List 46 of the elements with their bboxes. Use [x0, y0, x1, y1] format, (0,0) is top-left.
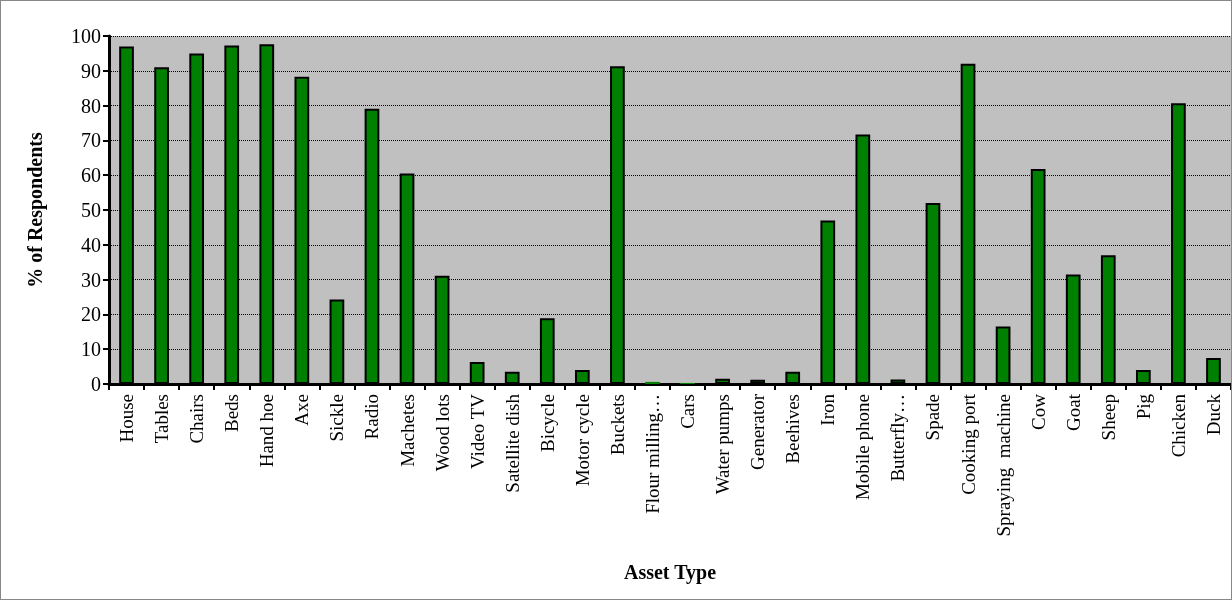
x-tick-label: Pig	[1132, 393, 1154, 420]
y-tick-label: 40	[81, 233, 101, 256]
x-tick-label: Generator	[747, 393, 769, 470]
x-tick-label: Water pumps	[712, 394, 734, 495]
x-tick-label: Hand hoe	[256, 394, 278, 468]
x-tick-label: Sheep	[1097, 394, 1119, 441]
x-tick-label: Iron	[817, 393, 839, 426]
x-tick-label: Tables	[151, 394, 173, 444]
y-tick-label: 70	[81, 129, 101, 152]
x-tick-label: Mobile phone	[852, 394, 874, 501]
x-tick-label: Axe	[291, 394, 313, 426]
y-tick-label: 100	[71, 25, 101, 47]
y-tick-label: 10	[81, 338, 101, 361]
x-tick-label: Sickle	[326, 394, 348, 442]
y-tick-label: 90	[81, 59, 101, 82]
x-tick-label: Wood lots	[431, 394, 453, 472]
x-tick-label: Beehives	[782, 394, 804, 464]
x-tick-label: Video TV	[466, 393, 488, 470]
x-tick-label: Satellite dish	[501, 393, 523, 493]
x-tick-label: Cooking port	[957, 393, 979, 495]
x-tick-label: Bicycle	[536, 394, 558, 453]
y-axis-title: % of Respondents	[24, 132, 47, 288]
x-tick-label: Radio	[361, 394, 383, 440]
y-tick-label: 0	[91, 373, 101, 395]
x-tick-label: Chairs	[186, 394, 208, 444]
y-tick-label: 80	[81, 94, 101, 117]
x-tick-label: Motor cycle	[571, 394, 593, 487]
x-tick-label: Goat	[1062, 393, 1084, 431]
y-tick-label: 20	[81, 303, 101, 326]
x-tick-label: Duck	[1202, 393, 1224, 436]
x-tick-label: Spade	[922, 394, 944, 441]
x-tick-label: Butterfly…	[887, 394, 909, 482]
x-tick-label: House	[116, 394, 138, 443]
x-tick-label: Buckets	[606, 394, 628, 456]
y-tick-label: 30	[81, 268, 101, 291]
x-tick-label: Chicken	[1167, 393, 1189, 458]
x-axis-title: Asset Type	[623, 561, 717, 584]
y-tick-label: 50	[81, 199, 101, 221]
x-tick-label: Cow	[1027, 393, 1049, 430]
y-tick-label: 60	[81, 164, 101, 187]
x-tick-label: Cars	[677, 394, 699, 429]
x-tick-label: Spraying machine	[992, 394, 1014, 537]
x-tick-label: Beds	[221, 394, 243, 432]
bar	[645, 381, 660, 384]
x-tick-label: Flour milling…	[641, 394, 663, 514]
x-tick-label: Machetes	[396, 394, 418, 467]
